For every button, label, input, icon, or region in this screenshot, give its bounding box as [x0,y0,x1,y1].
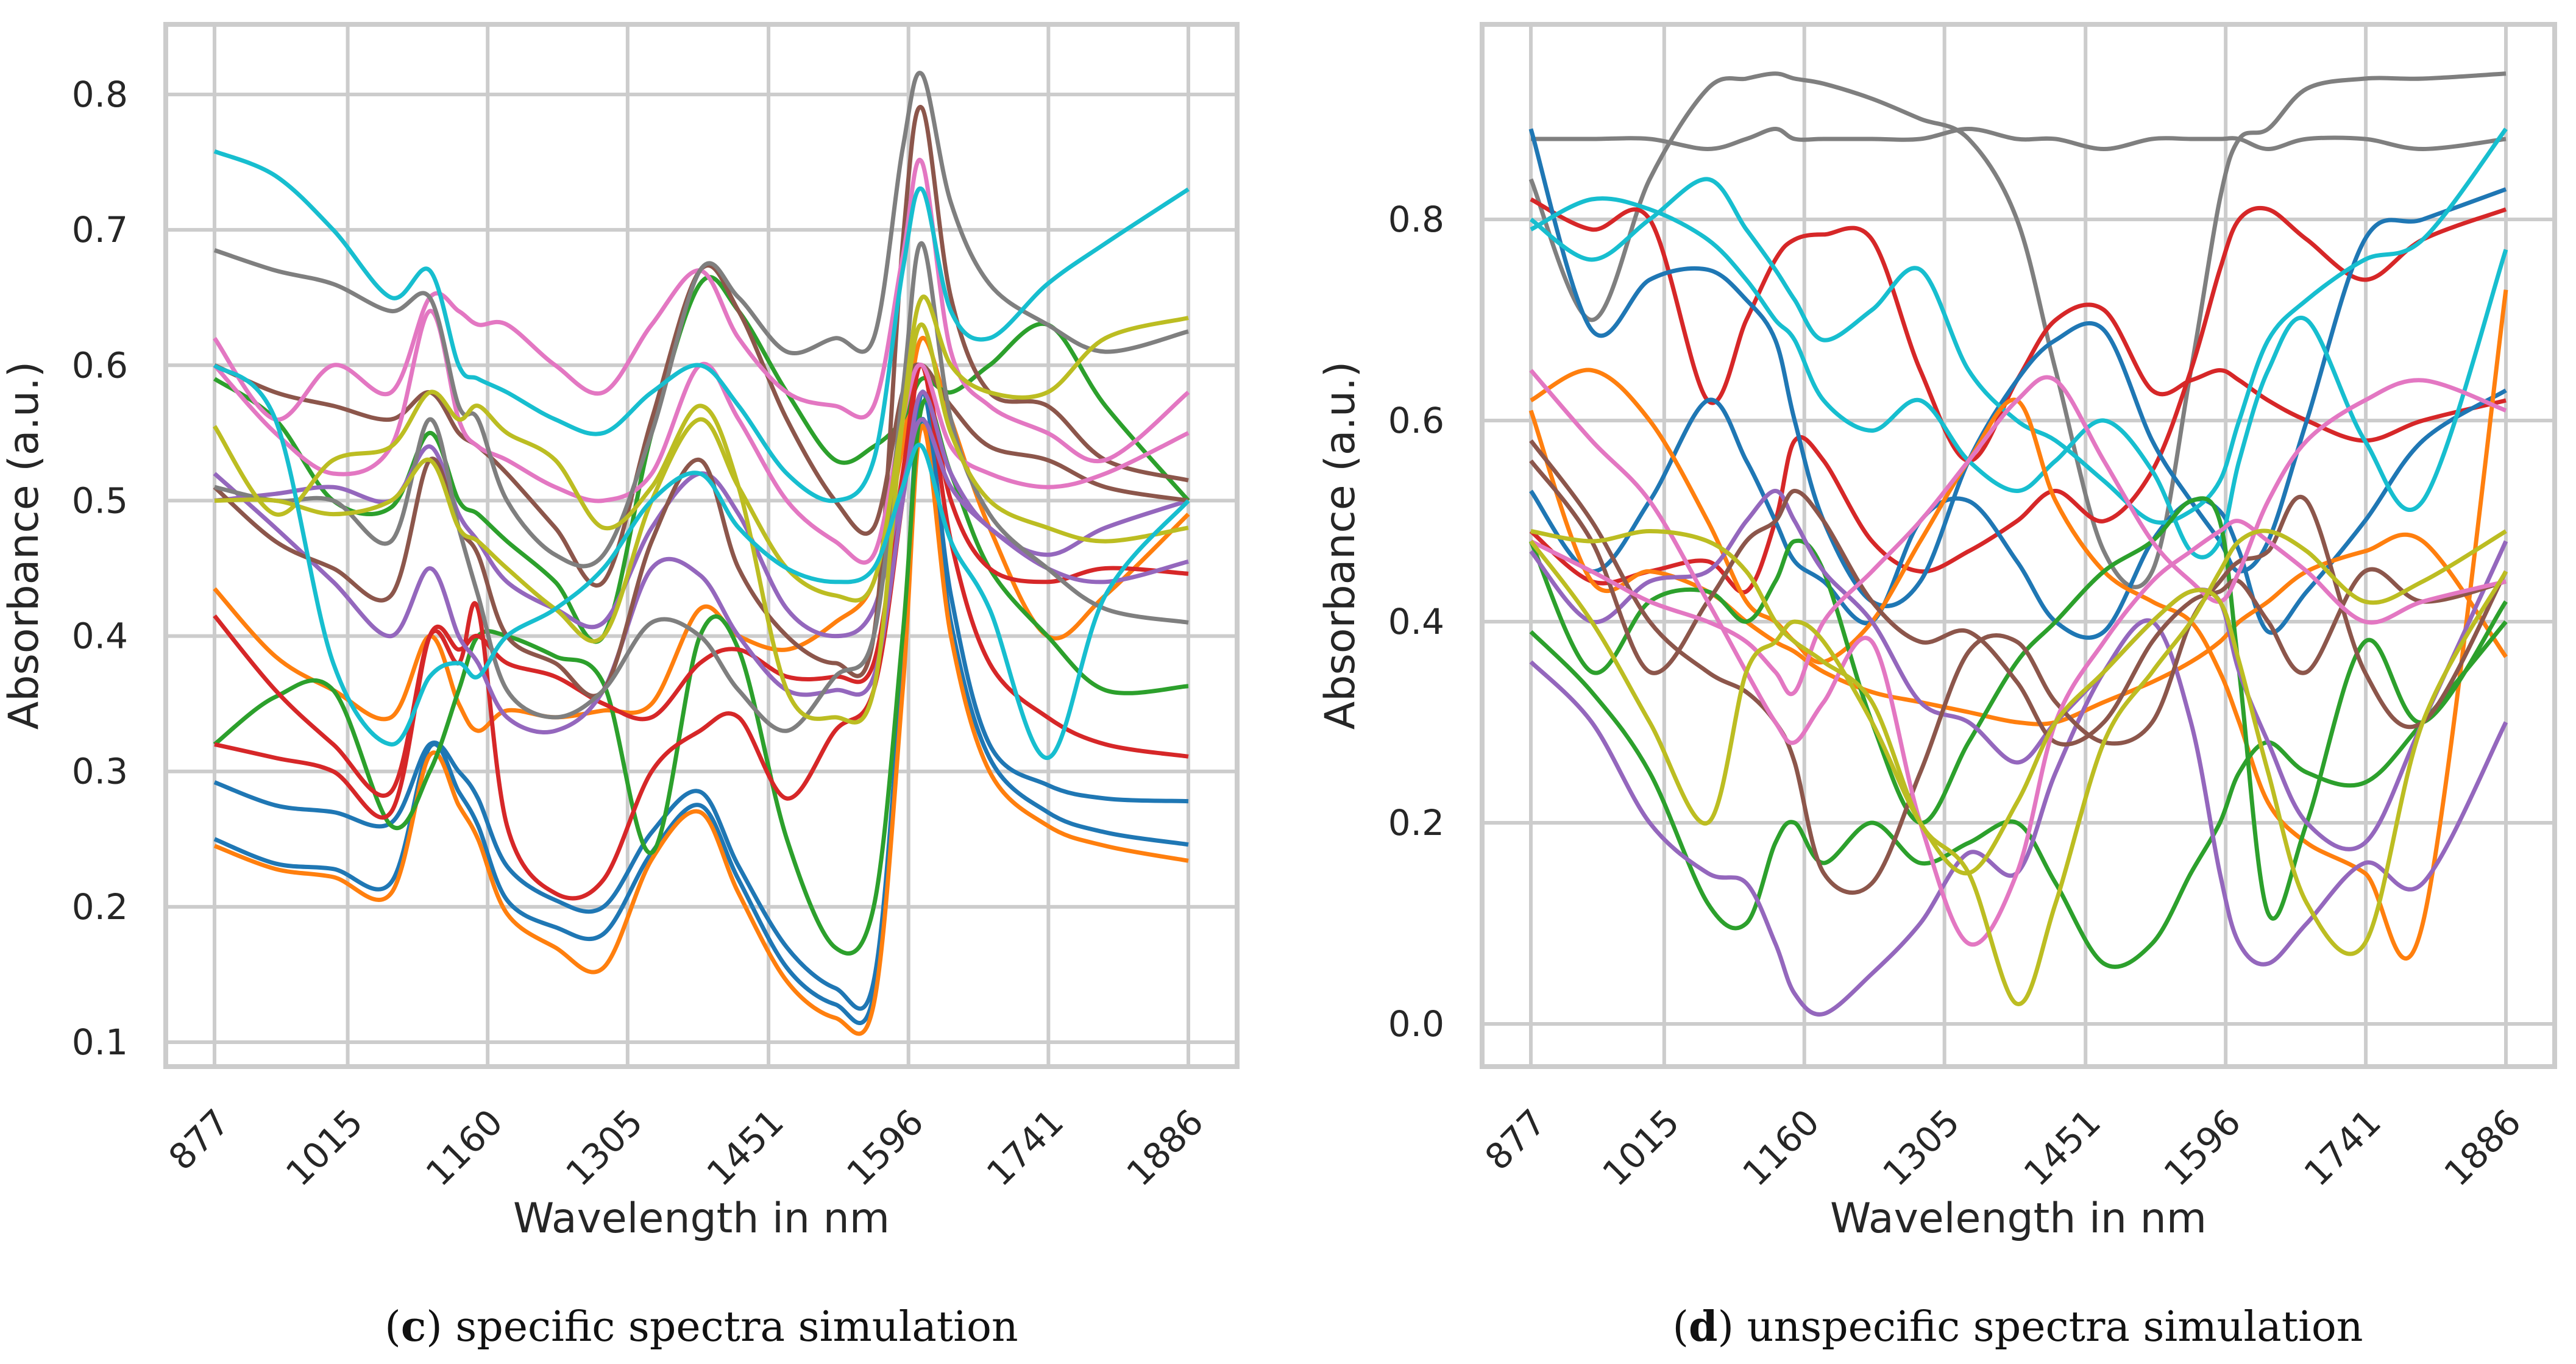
series-line-19 [1530,528,2507,1006]
x-tick-label: 1015 [1594,1101,1687,1194]
x-tick-label: 1741 [979,1101,1071,1194]
series-line-16 [1529,459,2507,747]
x-tick-label: 1305 [558,1101,650,1194]
series-line-12 [213,263,1189,588]
x-tick-label: 877 [1477,1101,1554,1178]
series-line-14 [1529,489,2508,851]
series-line-16 [214,241,1189,733]
y-tick-label: 0.6 [1388,400,1444,441]
series-line-11 [213,105,1189,698]
series-line-20 [1529,539,2508,956]
y-tick-label: 0.1 [72,1021,128,1063]
series-line-2 [213,417,1189,1025]
y-tick-label: 0.5 [72,480,128,521]
series-line-8 [214,363,1189,820]
chart-panel-c: 0.1 0.2 0.3 0.4 0.5 0.6 0.7 0.8 877 1015 1160 1305 1… [0,22,1240,1351]
y-tick-label: 0.8 [72,74,128,115]
y-tick-label: 0.4 [1388,601,1444,642]
series-line-10 [1528,410,2508,726]
x-tick-label: 1160 [1734,1101,1827,1194]
series-line-13 [1529,618,2508,1017]
x-tick-label: 1596 [2156,1101,2249,1194]
caption-text: ) unspecific spectra simulation [1718,1303,2363,1351]
x-tick-label: 1886 [1118,1101,1211,1194]
y-tick-label: 0.4 [72,616,128,657]
caption-open-paren: ( [385,1303,401,1351]
series-line-15 [213,71,1189,569]
y-tick-label: 0.7 [72,209,128,250]
series-line-15 [1529,439,2508,895]
series-line-1 [213,389,1189,1011]
series-line-7 [1529,127,2508,525]
x-tick-label: 1741 [2296,1101,2389,1194]
x-tick-label: 1160 [418,1101,511,1194]
series-line-17 [1529,369,2507,947]
series-line-12 [1529,620,2508,969]
x-tick-label: 1886 [2436,1101,2528,1194]
series-line-9 [213,390,1190,734]
caption-letter: d [1689,1302,1718,1351]
series-line-5 [213,397,1189,956]
x-tick-label: 1015 [278,1101,371,1194]
series-line-20 [213,363,1190,760]
x-axis-label: Wavelength in nm [1830,1195,2207,1243]
series-line-2 [1528,71,2507,589]
x-tick-label: 1305 [1875,1101,1967,1194]
y-tick-label: 0.3 [72,751,128,792]
y-tick-label: 0.8 [1388,199,1444,240]
series-line-3 [213,424,1189,1036]
series-line-8 [1530,196,2508,559]
caption-open-paren: ( [1672,1303,1689,1351]
y-tick-label: 0.6 [72,344,128,386]
y-tick-label: 0.2 [72,886,128,928]
panel-caption: (c) specific spectra simulation [385,1302,1018,1351]
series-line-4 [213,336,1190,733]
caption-letter: c [401,1302,426,1351]
series-line-1 [1531,127,2507,151]
series-line-18 [214,322,1189,644]
y-tick-label: 0.2 [1388,802,1444,844]
x-tick-label: 1451 [699,1101,792,1194]
chart-panel-d: 0.0 0.2 0.4 0.6 0.8 877 1015 1160 1305 1451 1596 17… [1316,22,2557,1351]
caption-text: ) specific spectra simulation [426,1303,1018,1351]
series-line-19 [213,149,1190,503]
x-tick-label: 1596 [839,1101,931,1194]
panel-caption: (d) unspecific spectra simulation [1672,1302,2363,1351]
plot-frame [163,22,1240,1069]
y-tick-label: 0.0 [1388,1003,1444,1045]
y-axis-label: Absorbance (a.u.) [0,361,48,730]
series-line-6 [1529,388,2507,640]
series-line-9 [1530,289,2508,961]
series-line-5 [1528,128,2507,608]
series-line-18 [1530,375,2507,696]
x-tick-label: 877 [161,1101,238,1178]
y-axis-label: Absorbance (a.u.) [1316,361,1364,730]
x-axis-label: Wavelength in nm [513,1195,890,1243]
x-tick-label: 1451 [2016,1101,2109,1194]
plot-frame [1480,22,2557,1069]
